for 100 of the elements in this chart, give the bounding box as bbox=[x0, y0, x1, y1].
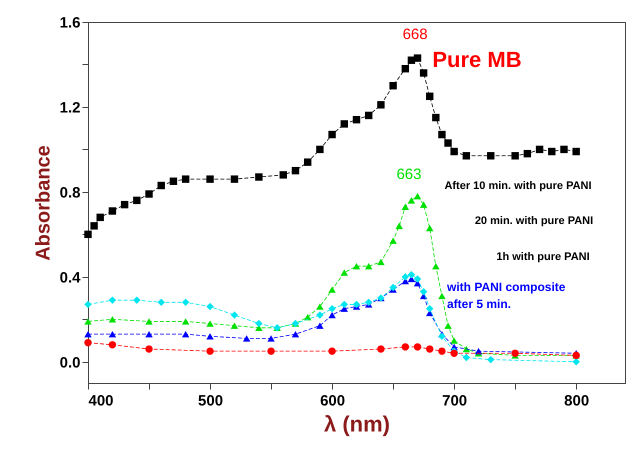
point bbox=[120, 200, 128, 208]
point bbox=[462, 152, 470, 160]
point bbox=[389, 238, 397, 244]
point bbox=[316, 303, 324, 310]
point bbox=[96, 214, 104, 222]
point bbox=[450, 337, 458, 344]
point bbox=[487, 152, 494, 160]
point bbox=[364, 112, 372, 120]
x-tick-label: 400 bbox=[88, 392, 114, 410]
point bbox=[108, 316, 116, 323]
point bbox=[206, 333, 214, 340]
point bbox=[524, 150, 532, 158]
point bbox=[90, 222, 98, 230]
y-tick-label: 1.2 bbox=[60, 99, 80, 116]
point bbox=[84, 318, 92, 325]
point bbox=[328, 130, 336, 138]
point bbox=[414, 192, 422, 200]
point bbox=[402, 65, 410, 72]
point bbox=[145, 330, 153, 338]
point bbox=[340, 300, 348, 308]
point bbox=[426, 345, 434, 353]
point bbox=[402, 343, 410, 351]
point bbox=[267, 347, 275, 355]
point bbox=[158, 182, 165, 190]
point bbox=[402, 204, 410, 210]
point bbox=[84, 230, 92, 238]
point bbox=[316, 311, 324, 319]
point bbox=[84, 300, 92, 308]
annotation: 1h with pure PANI bbox=[496, 251, 590, 263]
point bbox=[414, 54, 422, 62]
annotation: Pure MB bbox=[432, 47, 522, 72]
point bbox=[511, 152, 519, 160]
y-tick-label: 0.0 bbox=[60, 354, 80, 372]
point bbox=[432, 262, 440, 270]
point bbox=[364, 262, 372, 270]
point bbox=[389, 284, 397, 292]
point bbox=[328, 304, 336, 312]
y-tick-label: 0.8 bbox=[60, 184, 80, 202]
point bbox=[352, 262, 360, 270]
point bbox=[255, 173, 263, 181]
annotation: After 10 min. with pure PANI bbox=[444, 180, 592, 192]
point bbox=[230, 322, 238, 329]
point bbox=[377, 258, 385, 266]
point bbox=[242, 335, 250, 342]
x-tick-label: 700 bbox=[442, 392, 468, 410]
point bbox=[420, 288, 428, 296]
point bbox=[408, 197, 416, 204]
point bbox=[474, 348, 482, 354]
point bbox=[511, 350, 519, 357]
point bbox=[444, 322, 452, 329]
point bbox=[420, 201, 428, 208]
point bbox=[487, 356, 494, 364]
y-tick-label: 0.4 bbox=[60, 269, 82, 286]
point bbox=[432, 114, 440, 122]
point bbox=[340, 120, 348, 128]
point bbox=[182, 318, 190, 325]
point bbox=[420, 69, 428, 77]
point bbox=[548, 148, 556, 156]
point bbox=[352, 116, 360, 124]
point bbox=[316, 146, 324, 154]
point bbox=[438, 292, 446, 300]
point bbox=[414, 275, 422, 283]
annotation: after 5 min. bbox=[447, 297, 512, 311]
y-axis-title: Absorbance bbox=[32, 145, 55, 261]
point bbox=[182, 298, 190, 306]
point bbox=[230, 175, 238, 183]
annotation: 20 min. with pure PANI bbox=[474, 215, 594, 227]
point bbox=[328, 286, 336, 293]
point bbox=[133, 196, 141, 204]
x-tick-label: 500 bbox=[198, 392, 224, 410]
point bbox=[316, 322, 324, 329]
annotation: with PANI composite bbox=[446, 280, 566, 294]
point bbox=[462, 354, 470, 362]
point bbox=[389, 82, 397, 90]
point bbox=[396, 222, 403, 230]
point bbox=[328, 347, 336, 355]
point bbox=[145, 318, 153, 325]
point bbox=[84, 330, 92, 338]
point bbox=[292, 166, 300, 174]
annotation: 668 bbox=[402, 26, 428, 43]
point bbox=[206, 302, 214, 310]
point bbox=[182, 175, 190, 183]
point bbox=[292, 330, 300, 338]
point bbox=[340, 269, 348, 276]
point bbox=[438, 347, 446, 355]
point bbox=[206, 347, 214, 355]
point bbox=[450, 350, 458, 357]
point bbox=[408, 56, 416, 64]
x-axis-title: λ (nm) bbox=[324, 412, 390, 436]
point bbox=[377, 345, 385, 353]
point bbox=[408, 270, 416, 278]
x-tick-label: 800 bbox=[564, 392, 590, 410]
point bbox=[426, 92, 434, 100]
point bbox=[206, 320, 214, 327]
point bbox=[426, 224, 434, 232]
y-tick-label: 1.6 bbox=[60, 14, 80, 32]
point bbox=[108, 296, 116, 304]
point bbox=[426, 304, 434, 312]
point bbox=[328, 312, 336, 318]
point bbox=[145, 345, 153, 353]
